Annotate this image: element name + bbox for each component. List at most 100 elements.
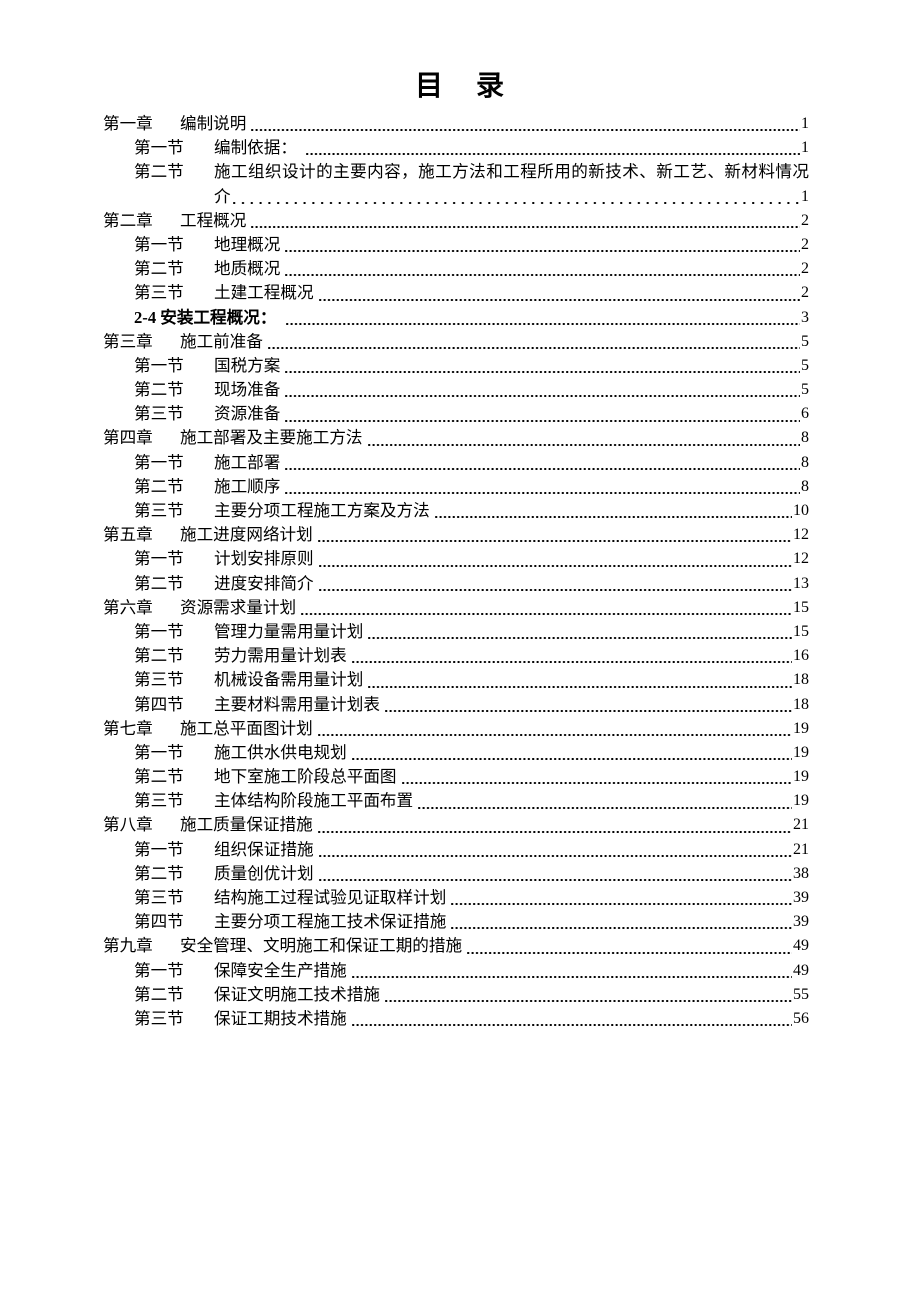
toc-entry-title: 主要分项工程施工技术保证措施	[214, 912, 447, 932]
toc-entry[interactable]: 第四章 施工部署及主要施工方法 8	[103, 426, 809, 450]
toc-entry[interactable]: 第八章 施工质量保证措施 21	[103, 813, 809, 837]
toc-entry[interactable]: 介 1	[103, 185, 809, 209]
toc-entry-page: 5	[801, 356, 809, 374]
toc-entry[interactable]: 第二节 劳力需用量计划表 16	[103, 644, 809, 668]
toc-entry-label: 第三节	[134, 404, 184, 424]
toc-entry[interactable]: 第一节 管理力量需用量计划 15	[103, 620, 809, 644]
toc-entry[interactable]: 第三节 机械设备需用量计划 18	[103, 668, 809, 692]
toc-leader-dots	[451, 886, 792, 910]
toc-entry[interactable]: 第三节 结构施工过程试验见证取样计划 39	[103, 886, 809, 910]
toc-entry-page: 49	[793, 937, 809, 955]
toc-entry-title: 计划安排原则	[214, 549, 314, 569]
toc-entry[interactable]: 第二节 进度安排简介 13	[103, 572, 809, 596]
toc-entry-title: 土建工程概况	[214, 283, 314, 303]
page-title: 目 录	[414, 71, 505, 102]
toc-entry[interactable]: 2-4 安装工程概况： 3	[103, 306, 809, 330]
toc-entry-page: 8	[801, 429, 809, 447]
toc-leader-dots	[285, 475, 800, 499]
toc-entry-title: 资源需求量计划	[180, 597, 297, 617]
toc-entry[interactable]: 第二章 工程概况 2	[103, 209, 809, 233]
toc-leader-dots	[401, 765, 793, 789]
toc-entry[interactable]: 第一节 编制依据： 1	[103, 136, 809, 160]
toc-leader-dots	[434, 499, 793, 523]
toc-entry-page: 18	[793, 695, 809, 713]
toc-entry-page: 8	[801, 453, 809, 471]
toc-entry-title: 编制说明	[180, 114, 247, 133]
toc-entry[interactable]: 第六章 资源需求量计划 15	[103, 596, 809, 620]
toc-entry-label: 第三节	[134, 1008, 184, 1028]
toc-entry-page: 1	[801, 187, 809, 205]
toc-leader-dots	[318, 547, 793, 571]
toc-entry[interactable]: 第一章 编制说明 1	[103, 112, 809, 136]
toc-entry[interactable]: 第二节 施工组织设计的主要内容，施工方法和工程所用的新技术、新工艺、新材料情况简	[103, 160, 809, 184]
toc-entry-label: 第一节	[134, 960, 184, 980]
toc-entry[interactable]: 第二节 施工顺序 8	[103, 475, 809, 499]
toc-entry-page: 19	[793, 719, 809, 737]
toc-entry[interactable]: 第四节 主要分项工程施工技术保证措施 39	[103, 910, 809, 934]
toc-entry-page: 19	[793, 768, 809, 786]
toc-entry-title: 保证文明施工技术措施	[214, 984, 380, 1004]
toc-entry[interactable]: 第三节 资源准备 6	[103, 402, 809, 426]
toc-entry[interactable]: 第三节 主体结构阶段施工平面布置 19	[103, 789, 809, 813]
toc-leader-dots	[285, 378, 800, 402]
toc-leader-dots	[285, 233, 800, 257]
toc-entry[interactable]: 第七章 施工总平面图计划 19	[103, 717, 809, 741]
toc-entry-title: 地质概况	[214, 259, 281, 279]
toc-entry-page: 39	[793, 889, 809, 906]
toc-leader-dots	[318, 862, 793, 886]
toc-entry[interactable]: 第一节 地理概况 2	[103, 233, 809, 257]
toc-entry-title: 施工进度网络计划	[180, 525, 313, 545]
toc-entry[interactable]: 第三节 主要分项工程施工方案及方法 10	[103, 499, 809, 523]
toc-entry-page: 1	[801, 139, 809, 157]
toc-leader-dots	[418, 789, 792, 813]
toc-entry[interactable]: 第二节 地下室施工阶段总平面图 19	[103, 765, 809, 789]
toc-entry[interactable]: 第三节 土建工程概况 2	[103, 281, 809, 305]
toc-entry[interactable]: 第二节 质量创优计划 38	[103, 862, 809, 886]
toc-entry[interactable]: 第五章 施工进度网络计划 12	[103, 523, 809, 547]
toc-entry-label: 第九章	[103, 936, 153, 956]
toc-leader-dots	[251, 209, 800, 233]
toc-entry[interactable]: 第一节 计划安排原则 12	[103, 547, 809, 571]
toc-entry-label: 第三节	[134, 791, 184, 811]
toc-entry[interactable]: 第二节 地质概况 2	[103, 257, 809, 281]
toc-entry[interactable]: 第一节 施工供水供电规划 19	[103, 741, 809, 765]
toc-entry[interactable]: 第三章 施工前准备 5	[103, 330, 809, 354]
toc-leader-dots	[384, 693, 793, 717]
toc-entry[interactable]: 第四节 主要材料需用量计划表 18	[103, 693, 809, 717]
toc-entry[interactable]: 第一节 国税方案 5	[103, 354, 809, 378]
toc-entry-label: 第一章	[103, 114, 153, 133]
toc-entry-label: 第二节	[134, 162, 184, 182]
toc-entry-title: 2-4 安装工程概况：	[134, 307, 281, 327]
toc-entry-page: 49	[793, 961, 809, 979]
toc-entry[interactable]: 第一节 施工部署 8	[103, 451, 809, 475]
toc-entry-title: 主要分项工程施工方案及方法	[214, 501, 430, 520]
toc-entry[interactable]: 第二节 保证文明施工技术措施 55	[103, 983, 809, 1007]
toc-entry-page: 6	[801, 405, 809, 423]
toc-entry-label: 第八章	[103, 815, 153, 835]
toc-leader-dots	[467, 934, 792, 958]
toc-entry-label: 第二节	[134, 646, 184, 666]
toc-entry-page: 5	[801, 381, 809, 399]
toc-entry[interactable]: 第二节 现场准备 5	[103, 378, 809, 402]
toc-entry-page: 3	[801, 308, 809, 326]
toc-entry-page: 39	[793, 913, 809, 931]
toc-entry[interactable]: 第九章 安全管理、文明施工和保证工期的措施 49	[103, 934, 809, 958]
toc-leader-dots	[351, 1007, 793, 1031]
toc-entry[interactable]: 第三节 保证工期技术措施 56	[103, 1007, 809, 1031]
toc-entry-title: 主要材料需用量计划表	[214, 694, 380, 714]
toc-entry-page: 2	[801, 235, 809, 253]
toc-entry-title: 施工顺序	[214, 476, 281, 496]
toc-entry[interactable]: 第一节 组织保证措施 21	[103, 838, 809, 862]
toc-entry[interactable]: 第一节 保障安全生产措施 49	[103, 959, 809, 983]
toc-entry-label: 第三节	[134, 670, 184, 690]
toc-leader-dots	[318, 572, 793, 596]
toc-entry-page: 38	[793, 864, 809, 882]
toc-entry-page: 21	[793, 840, 809, 858]
toc-entry-label: 第一节	[134, 549, 184, 569]
toc-entry-page: 19	[793, 743, 809, 761]
toc-entry-title: 施工质量保证措施	[180, 815, 313, 835]
toc-entry-page: 18	[793, 671, 809, 689]
toc-leader-dots	[368, 620, 792, 644]
toc-entry-title: 工程概况	[180, 210, 247, 230]
